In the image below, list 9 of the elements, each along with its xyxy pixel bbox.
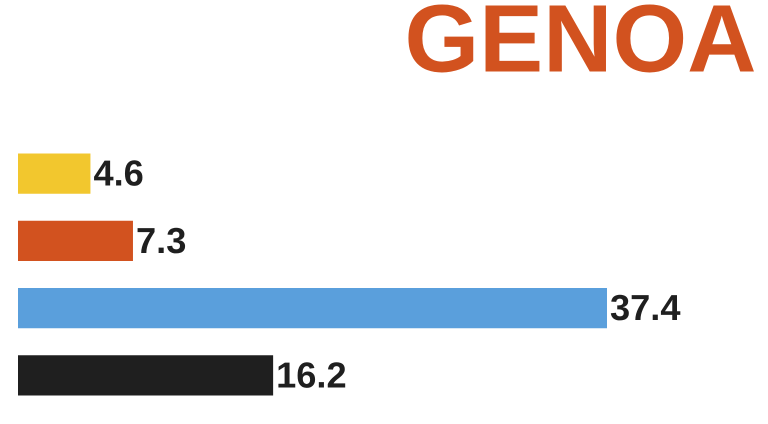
data-label: 16.2	[276, 354, 347, 396]
bar	[18, 220, 133, 262]
bar	[18, 355, 274, 396]
chart-title: GENOA	[404, 0, 756, 92]
data-label: 7.3	[136, 220, 186, 261]
bar	[18, 288, 607, 328]
bar	[18, 153, 90, 194]
data-label: 37.4	[610, 287, 681, 328]
data-label: 4.6	[93, 152, 144, 194]
